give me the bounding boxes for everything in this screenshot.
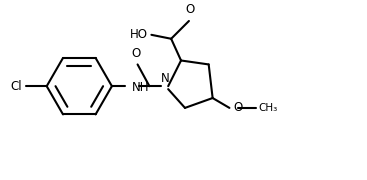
Text: HO: HO (130, 28, 148, 41)
Text: O: O (185, 3, 195, 16)
Text: O: O (233, 101, 243, 114)
Text: Cl: Cl (10, 80, 22, 93)
Text: N: N (161, 72, 170, 85)
Text: NH: NH (132, 81, 149, 94)
Text: O: O (131, 46, 140, 60)
Text: CH₃: CH₃ (258, 103, 277, 113)
